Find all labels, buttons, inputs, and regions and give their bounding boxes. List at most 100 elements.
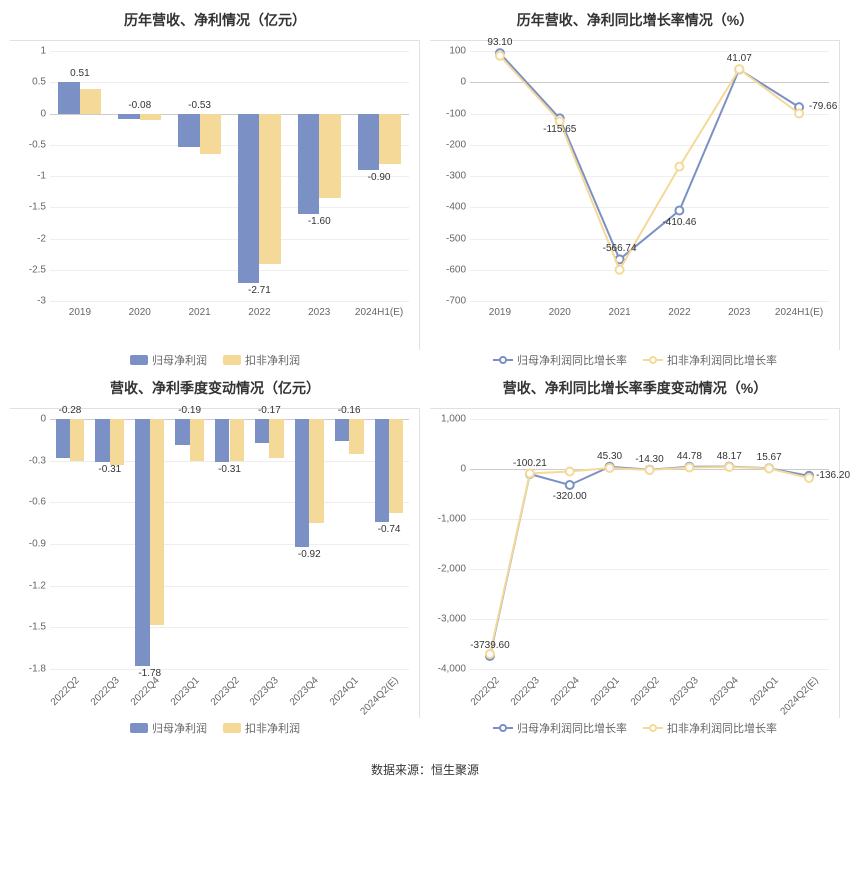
legend-item: 扣非净利润同比增长率 [643,352,777,368]
chart-2-area: -700-600-500-400-300-200-100010020192020… [430,40,840,350]
line-series [500,56,799,270]
line-marker [616,266,624,274]
line-marker [566,468,574,476]
bar [140,114,162,120]
value-label: -2.71 [248,285,271,296]
chart-1-panel: 历年营收、净利情况（亿元） -3-2.5-2-1.5-1-0.500.51201… [10,10,420,368]
value-label: -79.66 [809,101,837,112]
chart-3-panel: 营收、净利季度变动情况（亿元） -1.8-1.5-1.2-0.9-0.6-0.3… [10,378,420,736]
y-tick-label: -0.5 [10,139,46,150]
legend-item: 归母净利润同比增长率 [493,352,627,368]
bar [215,419,229,462]
value-label: 44.78 [677,451,702,462]
value-label: -0.08 [128,100,151,111]
y-tick-label: -0.9 [10,539,46,550]
line-marker [606,464,614,472]
chart-2-legend: 归母净利润同比增长率扣非净利润同比增长率 [430,352,840,368]
line-marker [735,65,743,73]
line-marker [795,110,803,118]
x-tick-label: 2020 [129,307,151,318]
chart-1-legend: 归母净利润扣非净利润 [10,352,420,368]
y-tick-label: -2 [10,233,46,244]
value-label: -14.30 [635,454,663,465]
value-label: -1.78 [138,668,161,679]
legend-label: 扣非净利润 [245,720,300,736]
line-marker [496,52,504,60]
line-marker [675,163,683,171]
chart-3-area: -1.8-1.5-1.2-0.9-0.6-0.302022Q22022Q3202… [10,408,420,718]
bar [255,419,269,443]
legend-item: 扣非净利润 [223,720,300,736]
value-label: 0.51 [70,68,89,79]
legend-item: 扣非净利润 [223,352,300,368]
value-label: -0.74 [378,524,401,535]
value-label: -410.46 [662,217,696,228]
y-tick-label: -1.5 [10,622,46,633]
x-tick-label: 2022Q3 [89,675,122,708]
bar [335,419,349,441]
y-tick-label: -1.2 [10,580,46,591]
value-label: 48.17 [717,451,742,462]
bar [379,114,401,164]
line-series [490,467,809,654]
bar [319,114,341,198]
legend-label: 扣非净利润同比增长率 [667,720,777,736]
x-tick-label: 2023Q2 [208,675,241,708]
line-marker [805,474,813,482]
y-tick-label: -2.5 [10,264,46,275]
y-tick-label: 0.5 [10,77,46,88]
x-tick-label: 2023 [308,307,330,318]
value-label: 41.07 [727,53,752,64]
chart-4-area: -4,000-3,000-2,000-1,00001,0002022Q22022… [430,408,840,718]
legend-label: 归母净利润 [152,720,207,736]
legend-item: 归母净利润 [130,720,207,736]
x-tick-label: 2019 [69,307,91,318]
chart-4-panel: 营收、净利同比增长率季度变动情况（%） -4,000-3,000-2,000-1… [430,378,840,736]
legend-item: 归母净利润同比增长率 [493,720,627,736]
bar [175,419,189,445]
value-label: -0.90 [368,172,391,183]
value-label: -0.19 [178,405,201,416]
chart-3-legend: 归母净利润 扣非净利润 [10,720,420,736]
y-tick-label: -1.5 [10,202,46,213]
value-label: -0.31 [218,464,241,475]
line-marker [646,466,654,474]
line-series [490,467,809,656]
bar [309,419,323,523]
bar [118,114,140,119]
chart-1-area: -3-2.5-2-1.5-1-0.500.5120192020202120222… [10,40,420,350]
bar [349,419,363,454]
x-tick-label: 2024H1(E) [355,307,403,318]
chart-2-title: 历年营收、净利同比增长率情况（%） [430,10,840,30]
bar [70,419,84,461]
y-tick-label: 0 [10,108,46,119]
y-tick-label: -0.3 [10,455,46,466]
line-marker [486,650,494,658]
x-tick-label: 2022Q2 [49,675,82,708]
bar [135,419,149,666]
bar [58,82,80,114]
value-label: -566.74 [603,243,637,254]
line-marker [725,463,733,471]
bar [238,114,260,283]
bar [80,89,102,114]
value-label: -3739.60 [470,640,509,651]
legend-label: 归母净利润同比增长率 [517,720,627,736]
chart-4-legend: 归母净利润同比增长率 扣非净利润同比增长率 [430,720,840,736]
value-label: -0.28 [59,405,82,416]
x-tick-label: 2022Q4 [129,675,162,708]
bar [56,419,70,458]
legend-item: 扣非净利润同比增长率 [643,720,777,736]
legend-item: 归母净利润 [130,352,207,368]
value-label: -0.53 [188,100,211,111]
y-tick-label: 0 [10,414,46,425]
y-tick-label: -1.8 [10,664,46,675]
y-tick-label: -1 [10,171,46,182]
y-tick-label: -0.6 [10,497,46,508]
chart-4-title: 营收、净利同比增长率季度变动情况（%） [430,378,840,398]
line-marker [526,470,534,478]
bar [178,114,200,147]
value-label: -320.00 [553,491,587,502]
legend-label: 归母净利润 [152,352,207,368]
value-label: -115.65 [543,124,576,135]
